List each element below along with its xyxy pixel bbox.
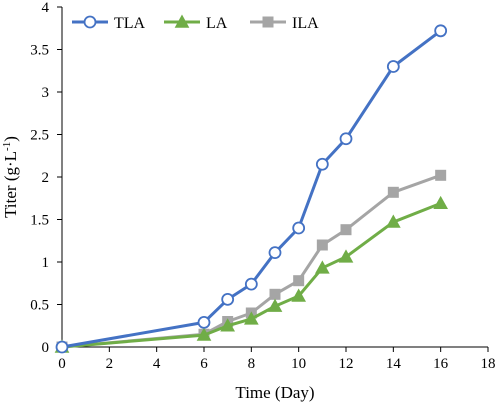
data-point-tla (197, 315, 211, 329)
series-line-la (61, 201, 442, 349)
y-tick-label: 0 (42, 340, 50, 356)
legend: TLA LA ILA (72, 14, 319, 32)
data-point-tla (244, 277, 258, 291)
legend-item-ila: ILA (250, 15, 319, 32)
x-tick-label: 4 (153, 356, 161, 372)
data-point-ila (316, 239, 328, 251)
data-point-la (433, 195, 449, 210)
axes: 0 2 4 6 8 10 12 14 16 18 0 0.5 1 1.5 2 2.5 3 3.5 4 (30, 0, 495, 372)
data-point-ila (340, 224, 352, 236)
data-point-ila (293, 275, 305, 287)
y-tick-label: 3 (42, 85, 50, 101)
data-point-la (243, 311, 259, 325)
y-tick-label: 4 (42, 0, 50, 16)
series-line-ila (61, 173, 442, 349)
legend-label-ila: ILA (292, 15, 319, 32)
x-tick-label: 2 (106, 356, 114, 372)
x-tick-label: 10 (291, 356, 306, 372)
data-point-la (385, 214, 401, 228)
data-point-ila (387, 186, 399, 198)
y-axis-title: Titer (g·L-1) (1, 136, 20, 218)
legend-item-la: LA (164, 14, 228, 32)
series-tla (55, 24, 448, 354)
data-point-tla (434, 24, 448, 38)
x-tick-label: 12 (339, 356, 354, 372)
data-point-la (267, 298, 283, 312)
x-tick-label: 16 (433, 356, 449, 372)
legend-label-la: LA (206, 15, 228, 32)
y-tick-label: 0.5 (30, 298, 49, 314)
x-tick-label: 6 (200, 356, 208, 372)
series-la (54, 195, 449, 353)
legend-marker-la (174, 14, 190, 28)
series-line-tla (61, 29, 442, 349)
y-axis-title-close: ) (1, 136, 20, 142)
data-point-tla (221, 292, 235, 306)
x-tick-label: 8 (248, 356, 256, 372)
data-point-ila (435, 169, 447, 181)
series-layer (54, 24, 449, 354)
y-tick-label: 2 (42, 170, 50, 186)
x-axis-title: Time (Day) (235, 383, 314, 402)
data-point-tla (268, 246, 282, 260)
data-point-la (314, 260, 330, 274)
y-tick-label: 1 (42, 255, 50, 271)
data-point-tla (339, 132, 353, 146)
legend-marker-tla (83, 15, 97, 29)
data-point-la (196, 327, 212, 341)
data-point-la (291, 288, 307, 302)
data-point-tla (55, 340, 69, 354)
y-axis-title-base: Titer (g·L (1, 151, 20, 218)
y-tick-label: 3.5 (30, 43, 49, 59)
data-point-ila (269, 288, 281, 300)
x-tick-label: 14 (386, 356, 402, 372)
legend-item-tla: TLA (72, 15, 146, 32)
x-tick-label: 0 (58, 356, 66, 372)
y-axis-title-superscript: -1 (1, 142, 13, 151)
data-point-tla (386, 60, 400, 73)
y-tick-label: 1.5 (30, 213, 49, 229)
data-point-la (220, 318, 236, 332)
data-point-tla (292, 221, 306, 235)
legend-label-tla: TLA (114, 15, 146, 32)
series-ila (56, 169, 447, 353)
data-point-la (338, 249, 354, 263)
legend-marker-ila (262, 16, 274, 28)
x-tick-label: 18 (481, 356, 496, 372)
y-tick-label: 2.5 (30, 128, 49, 144)
data-point-tla (315, 157, 329, 171)
